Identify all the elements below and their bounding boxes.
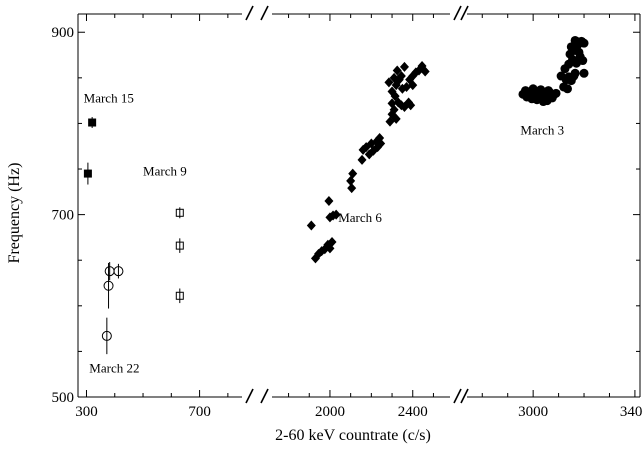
x-axis-title: 2-60 keV countrate (c/s): [275, 427, 431, 444]
x-tick-label: 3400: [620, 404, 643, 420]
y-tick-label: 900: [52, 25, 75, 41]
data-point: [521, 86, 530, 95]
data-point: [580, 69, 589, 78]
axis-ticks: [78, 14, 640, 397]
data-point: [358, 155, 367, 165]
axis-break-mark: [454, 6, 461, 20]
data-point: [571, 69, 580, 78]
y-axis-title: Frequency (Hz): [6, 163, 23, 264]
data-marks: [84, 36, 589, 354]
axis-break-mark: [261, 6, 268, 20]
data-point: [557, 72, 566, 81]
x-tick-label: 3000: [518, 404, 548, 420]
data-point: [539, 97, 548, 106]
data-point: [347, 183, 356, 193]
data-point: [563, 84, 572, 93]
data-point: [324, 196, 333, 206]
annotation-label: March 22: [89, 360, 139, 375]
data-point: [307, 221, 316, 231]
axis-break-mark: [454, 389, 461, 403]
axis-break-mark: [246, 6, 253, 20]
x-tick-label: 300: [75, 404, 98, 420]
annotation-label: March 3: [520, 122, 564, 137]
data-point: [552, 89, 561, 98]
annotation-label: March 6: [338, 210, 382, 225]
data-point: [531, 87, 540, 96]
y-tick-label: 700: [52, 208, 75, 224]
data-point: [580, 39, 589, 48]
axis-break-mark: [461, 389, 468, 403]
annotation-label: March 15: [84, 90, 134, 105]
data-point: [88, 119, 96, 127]
data-point: [578, 56, 587, 65]
annotations: March 15 March 9 March 22 March 6 March 3: [84, 90, 564, 375]
axis-break-mark: [261, 389, 268, 403]
x-tick-label: 2000: [315, 404, 345, 420]
x-tick-label: 2400: [398, 404, 428, 420]
data-point: [572, 37, 581, 46]
data-point: [84, 170, 92, 178]
plot-frame: [78, 6, 640, 403]
x-tick-label: 700: [188, 404, 211, 420]
annotation-label: March 9: [143, 163, 187, 178]
axis-break-mark: [246, 389, 253, 403]
y-tick-label: 500: [52, 390, 75, 406]
axis-break-mark: [461, 6, 468, 20]
data-point: [574, 48, 583, 57]
